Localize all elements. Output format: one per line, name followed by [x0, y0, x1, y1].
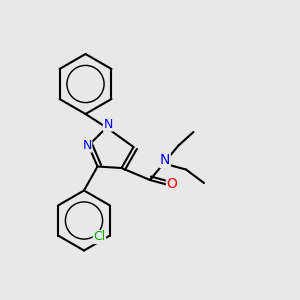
Text: N: N [160, 154, 170, 167]
Text: O: O [167, 178, 177, 191]
Text: Cl: Cl [93, 230, 106, 244]
Text: N: N [82, 139, 92, 152]
Text: N: N [103, 118, 113, 131]
